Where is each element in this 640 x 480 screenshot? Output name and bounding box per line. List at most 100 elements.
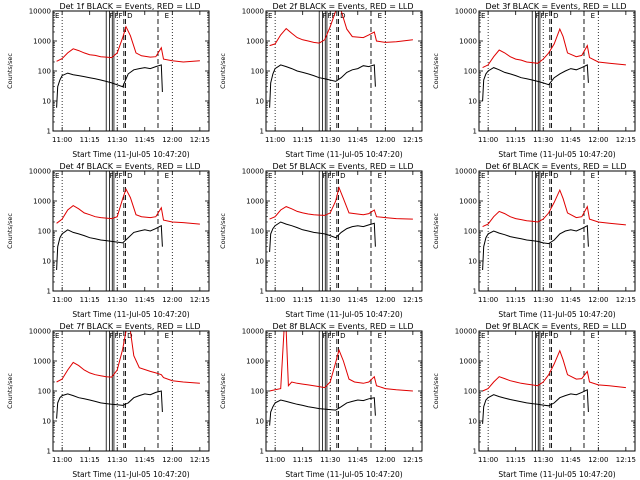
x-tick-label: 11:45 xyxy=(348,296,368,304)
x-tick-label: 11:45 xyxy=(135,456,155,464)
flag-label: F xyxy=(323,172,327,180)
chart-title: Det 5f BLACK = Events, RED = LLD xyxy=(272,162,413,171)
x-tick-label: 11:15 xyxy=(80,456,100,464)
plot-frame xyxy=(52,170,210,292)
y-axis-label: Counts/sec xyxy=(219,373,227,409)
y-tick-label: 1000 xyxy=(459,198,477,206)
flag-label: E xyxy=(591,172,595,180)
y-tick-label: 100 xyxy=(251,388,264,396)
y-axis-label: Counts/sec xyxy=(6,213,14,249)
chart-svg: Det 3f BLACK = Events, RED = LLD Counts/s… xyxy=(432,2,636,159)
x-tick-label: 11:00 xyxy=(478,136,498,144)
y-tick-label: 100 xyxy=(251,228,264,236)
flag-label: E xyxy=(378,332,382,340)
detector-panel-2: Det 2f BLACK = Events, RED = LLD Counts/s… xyxy=(213,0,426,160)
lld-series-line xyxy=(482,27,626,69)
flag-label: E xyxy=(591,332,595,340)
chart-svg: Det 7f BLACK = Events, RED = LLD Counts/s… xyxy=(6,322,210,479)
y-tick-label: 1 xyxy=(260,128,264,136)
x-tick-label: 12:00 xyxy=(375,136,395,144)
y-tick-label: 10000 xyxy=(29,328,51,336)
x-tick-label: 12:15 xyxy=(616,296,636,304)
x-tick-label: 11:00 xyxy=(52,296,72,304)
y-tick-label: 1 xyxy=(47,288,51,296)
chart-svg: Det 2f BLACK = Events, RED = LLD Counts/s… xyxy=(219,2,423,159)
plot-frame xyxy=(52,10,210,132)
x-tick-label: 12:00 xyxy=(375,296,395,304)
x-tick-label: 11:30 xyxy=(107,456,127,464)
y-tick-label: 10 xyxy=(468,258,477,266)
flag-label: E xyxy=(165,172,169,180)
y-tick-label: 100 xyxy=(464,228,477,236)
x-axis-label: Start Time (11-Jul-05 10:47:20) xyxy=(72,150,189,159)
flag-label: FF xyxy=(327,172,335,180)
flag-label: E xyxy=(378,12,382,20)
events-series-line xyxy=(482,224,589,271)
flag-label: E xyxy=(591,12,595,20)
lld-series-line xyxy=(56,330,200,384)
flag-label: F xyxy=(110,12,114,20)
y-tick-label: 1 xyxy=(260,448,264,456)
x-tick-label: 11:30 xyxy=(320,456,340,464)
y-tick-label: 100 xyxy=(38,388,51,396)
x-axis-label: Start Time (11-Jul-05 10:47:20) xyxy=(285,310,402,319)
y-tick-label: 1 xyxy=(260,288,264,296)
x-tick-label: 11:45 xyxy=(135,136,155,144)
x-tick-label: 11:15 xyxy=(506,136,526,144)
flag-label: E xyxy=(481,332,485,340)
x-tick-label: 11:00 xyxy=(265,296,285,304)
plot-frame xyxy=(265,330,423,452)
x-axis-label: Start Time (11-Jul-05 10:47:20) xyxy=(72,470,189,479)
x-tick-label: 12:00 xyxy=(162,296,182,304)
detector-panel-3: Det 3f BLACK = Events, RED = LLD Counts/s… xyxy=(426,0,639,160)
y-axis-label: Counts/sec xyxy=(219,53,227,89)
lld-series-line xyxy=(56,187,200,225)
plot-frame xyxy=(478,330,636,452)
x-tick-label: 11:45 xyxy=(561,456,581,464)
flag-label: F xyxy=(536,332,540,340)
flag-label: D xyxy=(340,172,345,180)
x-tick-label: 11:30 xyxy=(533,296,553,304)
detector-panel-5: Det 5f BLACK = Events, RED = LLD Counts/s… xyxy=(213,160,426,320)
flag-label: E xyxy=(481,12,485,20)
flag-label: E xyxy=(268,172,272,180)
y-axis-label: Counts/sec xyxy=(432,213,440,249)
x-tick-label: 11:00 xyxy=(478,456,498,464)
chart-title: Det 3f BLACK = Events, RED = LLD xyxy=(485,2,626,11)
x-tick-label: 12:15 xyxy=(190,296,210,304)
detector-panel-9: Det 9f BLACK = Events, RED = LLD Counts/s… xyxy=(426,320,639,480)
x-tick-label: 11:15 xyxy=(80,136,100,144)
chart-title: Det 9f BLACK = Events, RED = LLD xyxy=(485,322,626,331)
y-tick-label: 100 xyxy=(38,228,51,236)
y-tick-label: 10000 xyxy=(29,168,51,176)
plot-frame xyxy=(265,10,423,132)
x-tick-label: 11:00 xyxy=(52,456,72,464)
x-tick-label: 11:00 xyxy=(478,296,498,304)
y-tick-label: 10 xyxy=(468,418,477,426)
x-axis-label: Start Time (11-Jul-05 10:47:20) xyxy=(285,470,402,479)
y-tick-label: 10000 xyxy=(455,8,477,16)
chart-title: Det 7f BLACK = Events, RED = LLD xyxy=(59,322,200,331)
x-tick-label: 11:30 xyxy=(533,136,553,144)
x-tick-label: 11:15 xyxy=(80,296,100,304)
x-tick-label: 11:45 xyxy=(348,136,368,144)
chart-svg: Det 4f BLACK = Events, RED = LLD Counts/s… xyxy=(6,162,210,319)
x-tick-label: 12:00 xyxy=(375,456,395,464)
flag-label: E xyxy=(165,12,169,20)
chart-svg: Det 9f BLACK = Events, RED = LLD Counts/s… xyxy=(432,322,636,479)
x-tick-label: 11:45 xyxy=(561,136,581,144)
flag-label: D xyxy=(127,172,132,180)
y-tick-label: 10000 xyxy=(242,8,264,16)
x-tick-label: 11:30 xyxy=(107,136,127,144)
flag-label: E xyxy=(165,332,169,340)
y-tick-label: 1000 xyxy=(246,198,264,206)
flag-label: E xyxy=(268,332,272,340)
flag-label: E xyxy=(55,172,59,180)
y-tick-label: 10 xyxy=(255,258,264,266)
events-series-line xyxy=(482,64,589,102)
x-tick-label: 12:15 xyxy=(616,456,636,464)
y-tick-label: 1 xyxy=(47,128,51,136)
flag-label: F xyxy=(536,172,540,180)
x-tick-label: 12:15 xyxy=(403,296,423,304)
